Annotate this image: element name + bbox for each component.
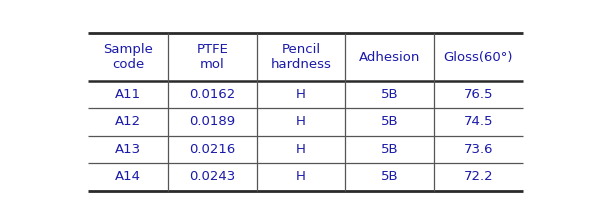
Text: H: H (296, 143, 306, 156)
Text: 5B: 5B (381, 170, 399, 183)
Text: 0.0243: 0.0243 (190, 170, 235, 183)
Text: 73.6: 73.6 (464, 143, 493, 156)
Text: A12: A12 (115, 115, 141, 129)
Text: H: H (296, 88, 306, 101)
Text: 72.2: 72.2 (464, 170, 493, 183)
Text: Sample
code: Sample code (103, 43, 153, 71)
Text: 0.0216: 0.0216 (190, 143, 235, 156)
Text: A14: A14 (115, 170, 141, 183)
Text: 0.0189: 0.0189 (190, 115, 235, 129)
Text: 76.5: 76.5 (464, 88, 493, 101)
Text: 74.5: 74.5 (464, 115, 493, 129)
Text: Adhesion: Adhesion (359, 51, 420, 63)
Text: 5B: 5B (381, 143, 399, 156)
Text: H: H (296, 170, 306, 183)
Text: Gloss(60°): Gloss(60°) (443, 51, 513, 63)
Text: 5B: 5B (381, 88, 399, 101)
Text: Pencil
hardness: Pencil hardness (271, 43, 331, 71)
Text: 5B: 5B (381, 115, 399, 129)
Text: PTFE
mol: PTFE mol (197, 43, 228, 71)
Text: A11: A11 (115, 88, 141, 101)
Text: A13: A13 (115, 143, 141, 156)
Text: 0.0162: 0.0162 (190, 88, 235, 101)
Text: H: H (296, 115, 306, 129)
